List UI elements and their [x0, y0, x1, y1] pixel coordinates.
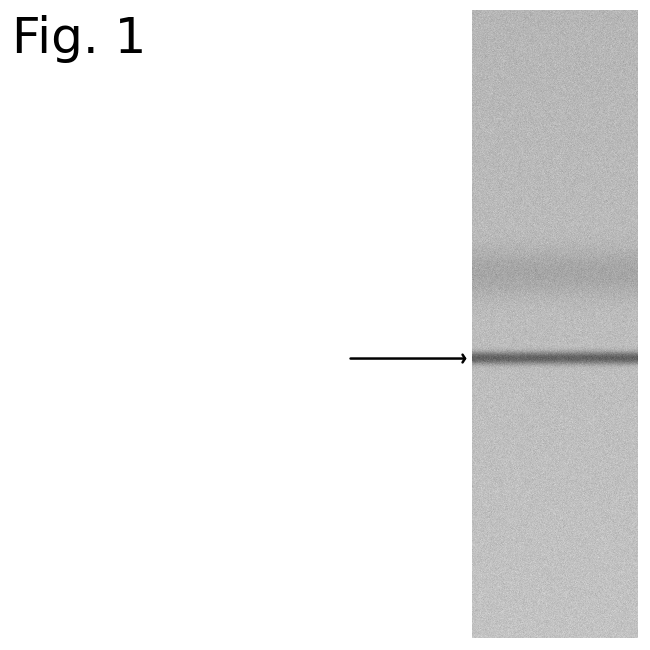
Text: Fig. 1: Fig. 1 — [12, 15, 146, 63]
